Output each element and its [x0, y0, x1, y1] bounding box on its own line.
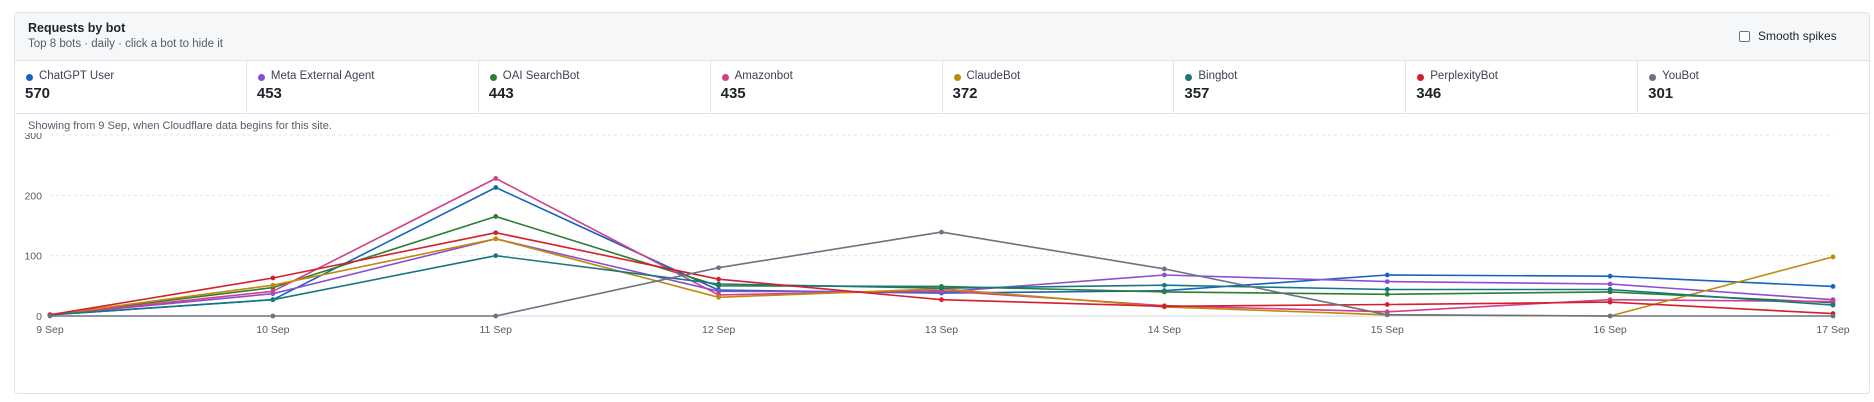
- legend-label: ClaudeBot: [966, 70, 1021, 82]
- data-point-youbot[interactable]: [1384, 312, 1390, 318]
- data-point-claudebot[interactable]: [270, 282, 276, 288]
- data-point-youbot[interactable]: [47, 313, 53, 319]
- data-point-youbot[interactable]: [939, 229, 944, 235]
- legend-label: YouBot: [1662, 70, 1699, 82]
- data-point-youbot[interactable]: [270, 313, 276, 319]
- y-tick-label: 0: [36, 311, 42, 323]
- x-tick-label: 10 Sep: [256, 324, 289, 336]
- card-title: Requests by bot: [28, 21, 126, 35]
- legend-dot-icon: [721, 74, 729, 81]
- legend-item-chatgpt-user[interactable]: ChatGPT User 570: [15, 61, 247, 113]
- legend-total: 453: [256, 85, 282, 102]
- data-point-meta-external-agent[interactable]: [1607, 281, 1613, 287]
- data-point-claudebot[interactable]: [493, 236, 499, 242]
- legend-label: OAI SearchBot: [502, 70, 580, 82]
- data-point-youbot[interactable]: [716, 265, 722, 271]
- data-point-perplexitybot[interactable]: [493, 230, 499, 236]
- legend-total: 443: [488, 85, 514, 102]
- data-point-bingbot[interactable]: [1384, 287, 1390, 292]
- legend-label: Amazonbot: [734, 70, 793, 82]
- x-tick-label: 14 Sep: [1148, 324, 1181, 336]
- legend-item-youbot[interactable]: YouBot 301: [1638, 61, 1869, 113]
- legend-total: 570: [25, 85, 51, 102]
- legend-total: 346: [1416, 85, 1442, 102]
- legend-label: Meta External Agent: [270, 70, 375, 82]
- x-tick-label: 9 Sep: [36, 324, 64, 336]
- data-point-youbot[interactable]: [493, 313, 499, 319]
- data-point-bingbot[interactable]: [716, 281, 722, 287]
- series-line-chatgpt-user[interactable]: [49, 186, 1834, 316]
- data-point-chatgpt-user[interactable]: [493, 185, 499, 190]
- data-point-claudebot[interactable]: [1830, 254, 1836, 260]
- data-point-chatgpt-user[interactable]: [1830, 284, 1836, 289]
- data-point-perplexitybot[interactable]: [939, 297, 944, 303]
- legend-total: 301: [1648, 85, 1674, 102]
- legend-item-amazonbot[interactable]: Amazonbot 435: [711, 61, 943, 113]
- legend-dot-icon: [1649, 74, 1657, 81]
- legend-item-perplexitybot[interactable]: PerplexityBot 346: [1406, 61, 1639, 113]
- data-point-amazonbot[interactable]: [270, 288, 276, 294]
- legend-item-meta-external-agent[interactable]: Meta External Agent 453: [247, 61, 479, 113]
- legend-dot-icon: [1417, 74, 1425, 81]
- x-tick-label: 13 Sep: [925, 324, 958, 336]
- data-point-youbot[interactable]: [1830, 313, 1836, 319]
- legend-total: 372: [952, 85, 978, 102]
- requests-by-bot-card: Requests by bot Top 8 bots · daily · cli…: [14, 12, 1870, 394]
- legend-item-oai-searchbot[interactable]: OAI SearchBot 443: [479, 61, 711, 113]
- smooth-spikes-label: Smooth spikes: [1758, 29, 1837, 43]
- requests-line-chart: 0 100 200 300 9 Sep 10 Sep 11 Sep 12 Sep 13 Sep 1…: [24, 133, 1849, 336]
- data-point-claudebot[interactable]: [716, 294, 722, 300]
- data-point-bingbot[interactable]: [1161, 282, 1167, 288]
- x-tick-label: 12 Sep: [702, 324, 735, 336]
- data-point-bingbot[interactable]: [493, 253, 499, 259]
- legend-dot-icon: [1185, 74, 1193, 81]
- data-point-bingbot[interactable]: [270, 297, 276, 303]
- data-range-note: Showing from 9 Sep, when Cloudflare data…: [28, 120, 332, 132]
- data-point-chatgpt-user[interactable]: [1384, 272, 1390, 278]
- legend-label: ChatGPT User: [39, 70, 115, 82]
- smooth-spikes-checkbox[interactable]: [1739, 30, 1750, 42]
- legend-dot-icon: [26, 74, 33, 81]
- card-subtitle: Top 8 bots · daily · click a bot to hide…: [28, 38, 223, 50]
- data-point-chatgpt-user[interactable]: [1607, 273, 1613, 279]
- card-header: Requests by bot Top 8 bots · daily · cli…: [15, 13, 1869, 61]
- legend-label: PerplexityBot: [1430, 70, 1499, 82]
- legend-item-bingbot[interactable]: Bingbot 357: [1174, 61, 1407, 113]
- data-point-meta-external-agent[interactable]: [716, 288, 722, 294]
- y-tick-label: 100: [24, 251, 42, 263]
- y-tick-label: 200: [24, 190, 42, 202]
- data-point-meta-external-agent[interactable]: [1384, 279, 1390, 285]
- data-point-oai-searchbot[interactable]: [493, 214, 499, 219]
- data-point-oai-searchbot[interactable]: [1384, 291, 1390, 297]
- x-tick-label: 15 Sep: [1371, 324, 1404, 336]
- data-point-bingbot[interactable]: [1830, 302, 1836, 308]
- x-tick-label: 11 Sep: [480, 324, 513, 336]
- x-tick-label: 16 Sep: [1593, 324, 1626, 336]
- bot-legend: ChatGPT User 570 Meta External Agent 453 OAI…: [15, 61, 1869, 114]
- legend-dot-icon: [257, 74, 265, 81]
- legend-dot-icon: [953, 74, 961, 81]
- data-point-perplexitybot[interactable]: [1161, 303, 1167, 309]
- data-point-perplexitybot[interactable]: [1384, 302, 1390, 307]
- data-point-perplexitybot[interactable]: [270, 275, 276, 281]
- data-point-bingbot[interactable]: [939, 285, 944, 291]
- legend-label: Bingbot: [1198, 70, 1238, 82]
- smooth-spikes-toggle[interactable]: Smooth spikes: [1739, 27, 1869, 45]
- data-point-perplexitybot[interactable]: [716, 276, 722, 282]
- data-point-oai-searchbot[interactable]: [1161, 289, 1167, 295]
- legend-total: 357: [1184, 85, 1210, 102]
- legend-dot-icon: [489, 74, 497, 81]
- data-point-bingbot[interactable]: [1607, 287, 1613, 292]
- x-tick-label: 17 Sep: [1816, 324, 1849, 336]
- legend-item-claudebot[interactable]: ClaudeBot 372: [943, 61, 1175, 113]
- data-point-perplexitybot[interactable]: [1607, 299, 1613, 305]
- data-point-amazonbot[interactable]: [493, 176, 499, 181]
- data-point-youbot[interactable]: [1161, 266, 1167, 272]
- data-point-youbot[interactable]: [1607, 313, 1613, 319]
- data-point-meta-external-agent[interactable]: [1161, 272, 1167, 278]
- legend-total: 435: [720, 85, 746, 102]
- y-tick-label: 300: [24, 133, 42, 142]
- data-point-amazonbot[interactable]: [1830, 299, 1836, 304]
